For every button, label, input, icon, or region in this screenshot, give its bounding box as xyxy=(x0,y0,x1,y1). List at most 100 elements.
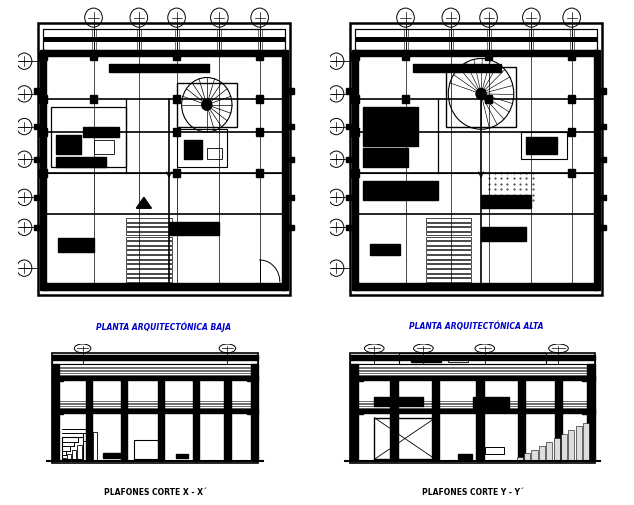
Text: PLANTA ARQUITECTÓNICA ALTA: PLANTA ARQUITECTÓNICA ALTA xyxy=(409,321,543,331)
Bar xyxy=(43,29,285,290)
Bar xyxy=(481,228,526,241)
Text: PLAFONES CORTE X - X´: PLAFONES CORTE X - X´ xyxy=(103,487,207,496)
Bar xyxy=(86,411,92,461)
Bar xyxy=(481,195,531,209)
Bar xyxy=(90,53,97,61)
Text: PLANTA ARQUITECTÓNICA BAJA: PLANTA ARQUITECTÓNICA BAJA xyxy=(96,321,231,332)
Bar xyxy=(126,256,172,259)
Bar xyxy=(476,411,484,461)
Bar xyxy=(126,228,172,231)
Bar xyxy=(425,260,471,264)
Bar xyxy=(374,397,424,406)
Bar xyxy=(561,434,567,461)
Bar xyxy=(43,51,285,57)
Bar xyxy=(55,410,63,415)
Bar xyxy=(485,96,493,104)
Bar xyxy=(350,356,595,364)
Bar xyxy=(346,157,354,163)
Text: PLAFONES CORTE Y - Y´: PLAFONES CORTE Y - Y´ xyxy=(422,487,524,496)
Bar xyxy=(399,353,547,364)
Bar xyxy=(286,195,294,200)
Bar xyxy=(390,380,398,409)
Bar xyxy=(51,353,259,463)
Bar xyxy=(286,125,294,130)
Bar xyxy=(72,449,76,461)
Bar xyxy=(67,454,71,461)
Bar xyxy=(346,89,354,94)
Bar xyxy=(374,418,436,460)
Bar xyxy=(526,138,557,155)
Bar xyxy=(390,411,398,461)
Bar xyxy=(126,251,172,255)
Bar xyxy=(352,51,358,290)
Bar xyxy=(363,182,438,200)
Bar xyxy=(184,141,202,160)
Bar xyxy=(355,284,597,290)
Bar xyxy=(425,246,471,250)
Bar xyxy=(173,96,180,104)
Bar xyxy=(62,459,66,461)
Bar xyxy=(134,440,159,460)
Bar xyxy=(126,279,172,282)
Bar xyxy=(173,53,180,61)
Bar xyxy=(93,432,97,461)
Bar xyxy=(40,51,46,290)
Bar xyxy=(568,53,576,61)
Bar xyxy=(432,380,439,409)
Bar xyxy=(193,380,200,409)
Bar xyxy=(517,458,523,461)
Bar xyxy=(353,377,363,382)
Bar xyxy=(582,377,592,382)
Bar xyxy=(598,157,605,163)
Bar xyxy=(86,380,92,409)
Bar xyxy=(38,24,290,296)
Bar xyxy=(425,228,471,231)
Bar xyxy=(126,237,172,240)
Bar xyxy=(351,53,359,61)
Bar xyxy=(34,225,42,231)
Bar xyxy=(568,129,576,137)
Bar xyxy=(521,133,567,160)
Bar xyxy=(363,108,418,146)
Bar xyxy=(34,125,42,130)
Bar xyxy=(425,242,471,245)
Bar xyxy=(555,411,562,461)
Bar xyxy=(568,96,576,104)
Bar xyxy=(425,232,471,236)
Bar xyxy=(448,357,468,362)
Bar xyxy=(126,265,172,268)
Bar xyxy=(126,246,172,250)
Bar xyxy=(251,364,259,461)
Bar xyxy=(158,411,164,461)
Bar xyxy=(247,377,256,382)
Bar xyxy=(176,454,188,459)
Bar xyxy=(82,441,87,461)
Bar xyxy=(582,410,592,415)
Polygon shape xyxy=(136,198,152,209)
Bar xyxy=(51,364,59,461)
Bar xyxy=(121,380,127,409)
Bar xyxy=(350,356,595,361)
Bar xyxy=(126,242,172,245)
Bar xyxy=(256,53,264,61)
Bar xyxy=(425,274,471,278)
Bar xyxy=(355,29,597,290)
Bar xyxy=(169,222,219,236)
Bar xyxy=(598,225,605,231)
Bar xyxy=(402,53,410,61)
Bar xyxy=(62,437,82,460)
Bar xyxy=(411,357,441,362)
Bar xyxy=(547,442,552,461)
Bar xyxy=(207,149,222,160)
Bar xyxy=(177,130,227,168)
Bar xyxy=(126,232,172,236)
Bar xyxy=(247,410,256,415)
Bar xyxy=(56,157,106,168)
Bar xyxy=(173,129,180,137)
Bar xyxy=(121,411,127,461)
Bar xyxy=(87,436,92,461)
Bar xyxy=(51,376,259,380)
Bar xyxy=(402,96,410,104)
Bar xyxy=(56,135,81,155)
Bar xyxy=(39,129,47,137)
